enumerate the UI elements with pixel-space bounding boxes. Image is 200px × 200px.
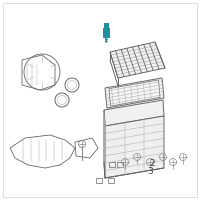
Bar bbox=[104, 23, 109, 28]
Bar bbox=[96, 178, 102, 183]
Polygon shape bbox=[105, 78, 164, 108]
Bar bbox=[108, 178, 114, 183]
Bar bbox=[103, 28, 110, 38]
Polygon shape bbox=[110, 42, 165, 78]
Bar bbox=[117, 162, 123, 167]
Bar bbox=[109, 162, 115, 167]
Polygon shape bbox=[104, 100, 164, 126]
Polygon shape bbox=[105, 116, 164, 178]
Text: 3: 3 bbox=[147, 168, 153, 176]
Text: 2: 2 bbox=[149, 158, 155, 168]
Polygon shape bbox=[104, 110, 105, 178]
